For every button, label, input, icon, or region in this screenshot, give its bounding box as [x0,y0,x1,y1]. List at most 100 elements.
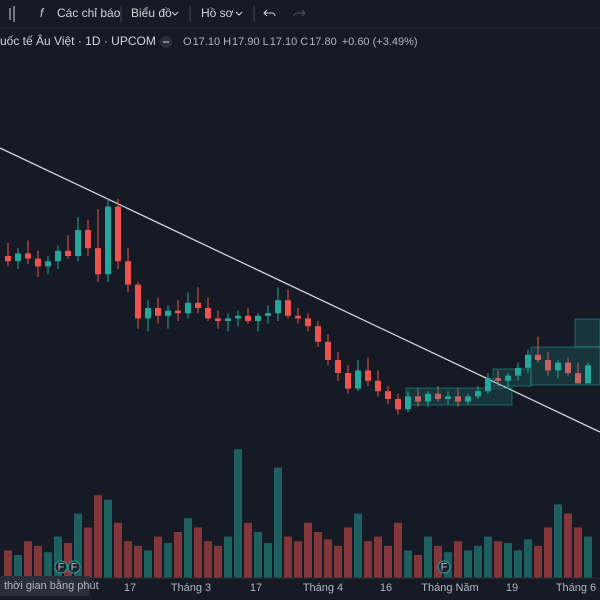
candle-body [275,300,281,314]
candle-body [405,396,411,410]
volume-bar [114,522,122,578]
candle-body [255,315,261,321]
chevron [171,11,179,16]
volume-bar [344,527,352,578]
volume-bar [74,513,82,578]
volume-bar [254,532,262,578]
volume-bar [384,545,392,578]
earnings-marker[interactable] [54,560,68,574]
ohlc-o-label: O [183,36,192,48]
candle-body [175,310,181,314]
candle-body [125,261,131,285]
candle-body [225,318,231,321]
chart-button[interactable]: Biểu đồ [131,6,172,20]
indicators-button[interactable]: Các chỉ báo [57,6,121,20]
volume-bar [124,541,132,578]
earnings-marker[interactable] [67,560,81,574]
candle-body [575,373,581,384]
volume-bar [244,522,252,578]
candle-body [235,315,241,319]
volume-bar [534,545,542,578]
ohlc-c: 17.80 [309,36,337,48]
ohlc-l-label: L [263,36,269,48]
volume-bar [184,518,192,578]
candle-body [475,391,481,397]
x-axis-label: Tháng Năm [421,582,478,594]
candle-body [215,318,221,321]
candle-body [155,308,161,316]
x-axis: 17 Tháng 3 17 Tháng 4 16 Tháng Năm 19 Tháng 6 [124,582,596,594]
volume-bar [464,550,472,578]
volume-bar [104,499,112,578]
tooltip-text: thời gian bằng phút [4,579,99,592]
volume-bar [414,555,422,578]
candle-body [345,373,351,389]
volume-bar [14,555,22,578]
volume-bar [434,545,442,578]
ohlc-o: 17.10 [193,36,221,48]
toolbar [0,0,600,28]
ohlc-h: 17.90 [232,36,260,48]
candle-body [325,341,331,360]
volume-bar [354,513,362,578]
volume-bar [494,541,502,578]
candle-body [165,310,171,316]
fx-icon[interactable]: f [40,6,45,20]
candle-body [185,302,191,314]
volume-bar [314,532,322,578]
ohlc-h-label: H [223,36,231,48]
symbol-title: uốc tế Âu Việt · 1D · UPCOM [0,33,156,48]
volume-bar [334,545,342,578]
earnings-marker[interactable] [437,560,451,574]
volume-bar [284,536,292,578]
earnings-marker-label: F [71,561,78,573]
x-axis-label: Tháng 6 [556,582,596,594]
redo-button[interactable] [293,9,306,17]
candle-body [485,378,491,392]
candle-body [505,375,511,381]
candle-icon[interactable] [9,6,15,22]
volume-bar [504,543,512,578]
volume-bar [134,545,142,578]
x-axis-label: 17 [250,582,262,594]
candle-body [305,318,311,327]
candle-body [415,396,421,402]
candle-body [195,302,201,308]
undo-button[interactable] [263,9,276,17]
volume-bar [154,536,162,578]
volume-bar [24,541,32,578]
volume-bar [224,536,232,578]
candle-body [365,370,371,381]
profile-button[interactable]: Hồ sơ [201,6,234,20]
ohlc-l: 17.10 [270,36,298,48]
candle-body [445,396,451,399]
volume-bar [94,495,102,578]
volume-bar [44,552,52,578]
volume-bar [484,536,492,578]
earnings-marker-label: F [58,561,65,573]
ohlc-values: O 17.10 H 17.90 L 17.10 C 17.80 +0.60 (+3.49%) [183,36,418,48]
volume-bar [474,545,482,578]
candle-body [425,393,431,402]
candle-body [535,354,541,360]
candle-body [565,362,571,373]
volume-bar [584,536,592,578]
range-box [492,368,532,387]
x-axis-label: 16 [380,582,392,594]
candle-body [525,354,531,368]
volume-bar [574,527,582,578]
volume-bar [404,550,412,578]
volume-bar [144,550,152,578]
volume-bar [394,522,402,578]
candle-body [55,250,61,262]
candle-body [115,206,121,262]
candle-body [355,370,361,389]
volume-bar [364,541,372,578]
candle-body [435,393,441,399]
volume-bar [264,543,272,578]
volume-bar [174,532,182,578]
volume-bar [424,536,432,578]
